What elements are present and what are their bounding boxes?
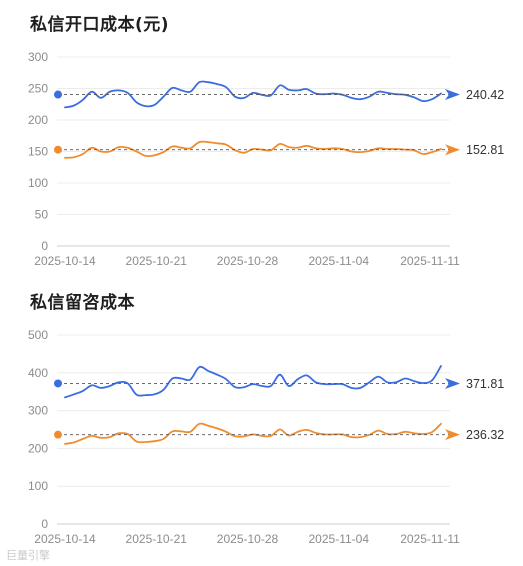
x-tick-label: 2025-11-04 — [309, 254, 370, 268]
chart-title-lead-cost: 私信留咨成本 — [30, 293, 135, 313]
reference-start-dot — [54, 379, 62, 388]
y-tick-label: 250 — [28, 82, 48, 96]
x-tick-label: 2025-11-11 — [400, 254, 460, 268]
end-value-label: 371.81 — [466, 377, 504, 391]
y-tick-label: 100 — [28, 176, 48, 190]
series-line — [64, 80, 442, 109]
series-2: 236.32 — [54, 422, 504, 445]
x-tick-label: 2025-10-21 — [126, 254, 188, 268]
end-value-label: 236.32 — [466, 428, 504, 442]
x-tick-label: 2025-10-14 — [34, 532, 96, 546]
y-tick-label: 500 — [28, 328, 48, 342]
end-value-label: 240.42 — [466, 88, 504, 102]
series-line — [64, 140, 442, 159]
x-tick-label: 2025-10-14 — [34, 254, 96, 268]
x-tick-label: 2025-10-21 — [126, 532, 188, 546]
reference-start-dot — [54, 90, 62, 99]
reference-arrow — [445, 89, 460, 101]
x-tick-label: 2025-10-28 — [217, 532, 279, 546]
x-tick-label: 2025-11-11 — [400, 532, 460, 546]
reference-start-dot — [54, 145, 62, 154]
reference-arrow — [445, 429, 460, 441]
y-tick-label: 50 — [35, 208, 49, 222]
y-tick-label: 0 — [41, 239, 48, 253]
x-tick-label: 2025-10-28 — [217, 254, 279, 268]
y-tick-label: 300 — [28, 404, 48, 418]
end-value-label: 152.81 — [466, 143, 504, 157]
reference-start-dot — [54, 430, 62, 439]
series-line — [64, 422, 442, 445]
series-2: 152.81 — [54, 140, 504, 159]
y-tick-label: 100 — [28, 479, 48, 493]
y-tick-label: 200 — [28, 113, 48, 127]
x-tick-label: 2025-11-04 — [309, 532, 370, 546]
chart-title-open-cost: 私信开口成本(元) — [30, 15, 170, 35]
chart-2: 0 100 200 300 400 500 2025-10-14 2025-10-21 2025… — [28, 328, 504, 546]
chart-1: 0 50 100 150 200 250 300 2025-10-14 2025-10-21 20… — [28, 50, 504, 268]
reference-arrow — [445, 144, 460, 156]
y-tick-label: 150 — [28, 145, 48, 159]
series-line — [64, 365, 442, 399]
watermark: 巨量引擎 — [6, 549, 50, 562]
y-tick-label: 300 — [28, 50, 48, 64]
reference-arrow — [445, 377, 460, 389]
y-tick-label: 200 — [28, 441, 48, 455]
series-1: 240.42 — [54, 80, 504, 109]
y-tick-label: 400 — [28, 366, 48, 380]
y-tick-label: 0 — [41, 517, 48, 531]
series-1: 371.81 — [54, 365, 504, 399]
